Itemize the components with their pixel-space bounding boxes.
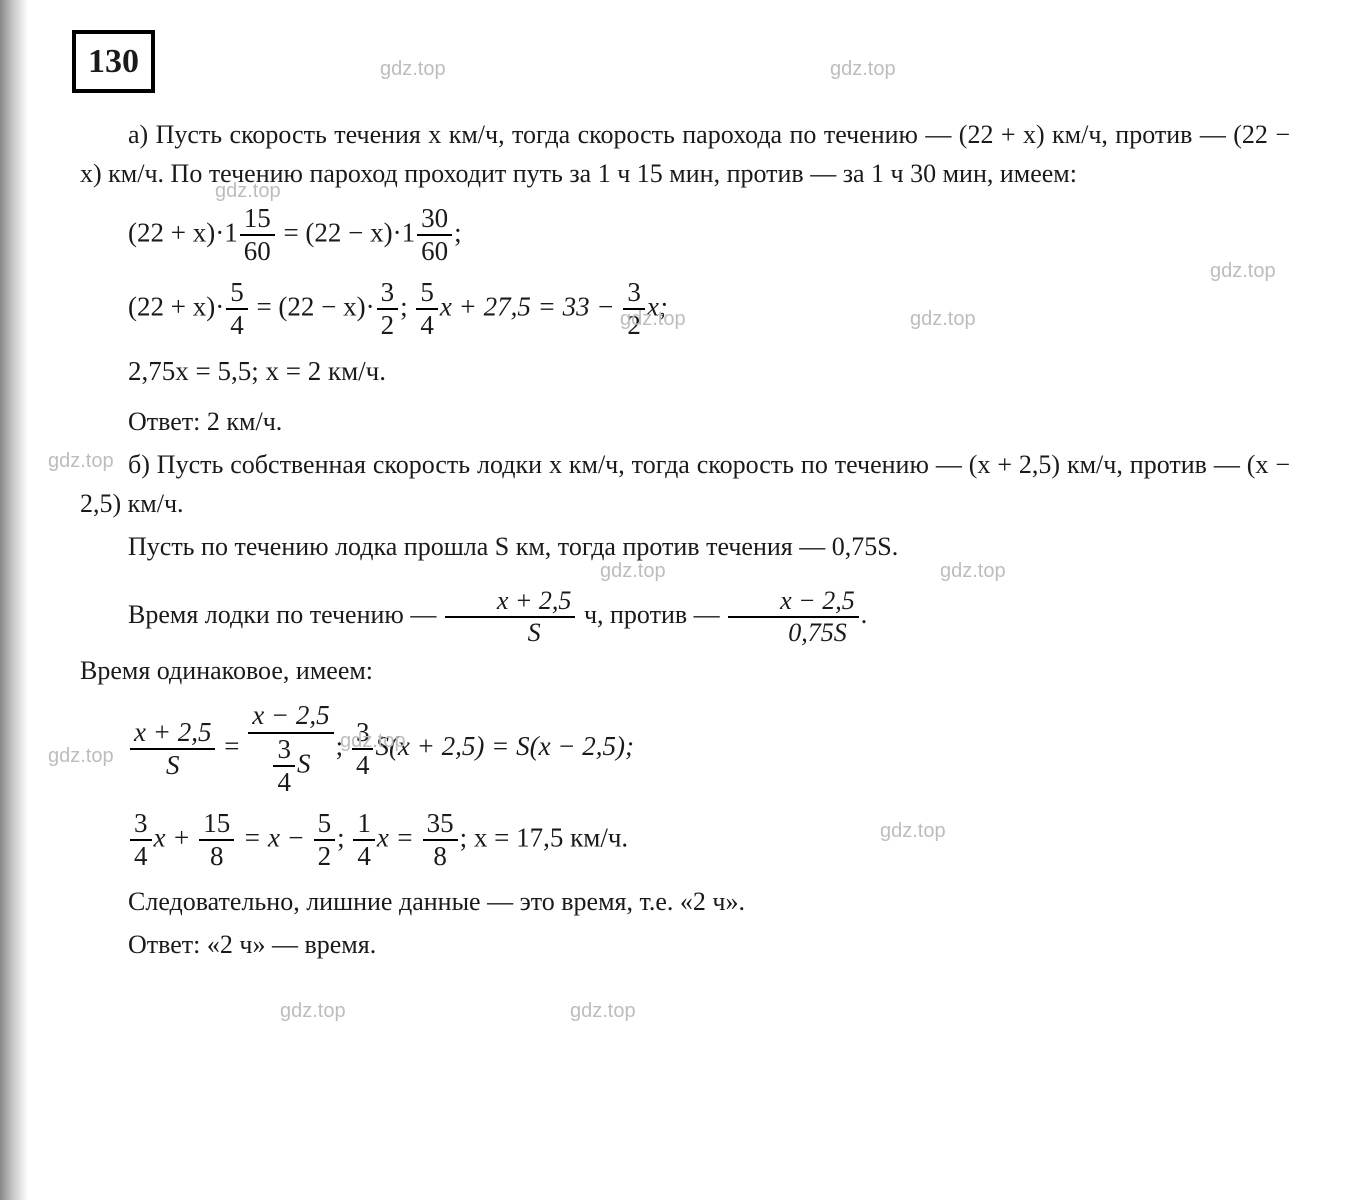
frac-den: 60 <box>240 236 275 267</box>
frac-den: 34S <box>248 734 333 798</box>
fraction: 34 <box>273 734 295 798</box>
eq-text: x + 27,5 = 33 − <box>440 291 621 321</box>
frac-num: 15 <box>240 203 275 236</box>
part-b-intro2: Пусть по течению лодка прошла S км, тогд… <box>80 527 1290 566</box>
frac-den: 4 <box>416 310 438 341</box>
fraction: 3060 <box>417 203 452 267</box>
part-b-eq2: 34x + 158 = x − 52; 14x = 358; x = 17,5 … <box>128 808 1290 872</box>
eq-text: ; <box>454 217 462 247</box>
part-a-eq1: (22 + x)·11560 = (22 − x)·13060; <box>128 203 1290 267</box>
part-b-answer: Ответ: «2 ч» — время. <box>80 925 1290 964</box>
frac-num: 35 <box>423 808 458 841</box>
eq-text: ; <box>337 822 351 852</box>
fraction: 1560 <box>240 203 275 267</box>
eq-text: (22 + x)·1 <box>128 217 238 247</box>
frac-num: 3 <box>377 277 399 310</box>
frac-den: 4 <box>273 767 295 798</box>
part-b-eq1: x + 2,5S = x − 2,534S; 34S(x + 2,5) = S(… <box>128 700 1290 797</box>
eq-text: S(x + 2,5) = S(x − 2,5); <box>375 731 634 761</box>
frac-den: 60 <box>417 236 452 267</box>
part-a-eq2: (22 + x)·54 = (22 − x)·32; 54x + 27,5 = … <box>128 277 1290 341</box>
part-b-sametime: Время одинаковое, имеем: <box>80 651 1290 690</box>
frac-den: 4 <box>130 841 152 872</box>
eq-text: ; x = 17,5 км/ч. <box>460 822 629 852</box>
frac-num: 1 <box>353 808 375 841</box>
frac-num: 3 <box>623 277 645 310</box>
eq-text: . <box>861 600 868 629</box>
fraction: 32 <box>623 277 645 341</box>
fraction: 34 <box>130 808 152 872</box>
frac-num: x − 2,5 <box>248 700 333 733</box>
frac-den: 8 <box>423 841 458 872</box>
frac-den: 2 <box>377 310 399 341</box>
frac-num: 3 <box>352 717 374 750</box>
problem-number-box: 130 <box>72 30 155 93</box>
fraction: 34 <box>352 717 374 781</box>
eq-text: x + <box>154 822 198 852</box>
page-content: 130 а) Пусть скорость течения x км/ч, то… <box>0 0 1360 998</box>
part-b-time: Время лодки по течению — x + 2,5S ч, про… <box>80 586 1290 648</box>
fraction: x + 2,5S <box>445 586 576 648</box>
part-a-intro: а) Пусть скорость течения x км/ч, тогда … <box>80 115 1290 193</box>
eq-text: x; <box>647 291 668 321</box>
frac-den: 4 <box>353 841 375 872</box>
fraction: 54 <box>226 277 248 341</box>
frac-num: 5 <box>226 277 248 310</box>
frac-den: 4 <box>352 750 374 781</box>
frac-num: x − 2,5 <box>728 586 859 618</box>
fraction: 32 <box>377 277 399 341</box>
frac-den: S <box>445 618 576 648</box>
eq-text: ч, против — <box>577 600 726 629</box>
page-shadow <box>0 0 28 1200</box>
frac-num: x + 2,5 <box>130 717 215 750</box>
eq-text: ; <box>400 291 414 321</box>
eq-text: x = <box>377 822 421 852</box>
fraction: 358 <box>423 808 458 872</box>
fraction: x − 2,50,75S <box>728 586 859 648</box>
eq-text: = <box>217 731 246 761</box>
frac-num: 15 <box>199 808 234 841</box>
eq-text: = (22 − x)· <box>250 291 375 321</box>
watermark-text: gdz.top <box>570 1000 636 1023</box>
fraction: 52 <box>314 808 336 872</box>
frac-den: 2 <box>314 841 336 872</box>
fraction-nested: x − 2,534S <box>248 700 333 797</box>
eq-text: Время лодки по течению — <box>128 600 443 629</box>
eq-text: = x − <box>236 822 311 852</box>
frac-den: S <box>130 750 215 781</box>
eq-text: (22 + x)· <box>128 291 224 321</box>
frac-num: 3 <box>273 734 295 767</box>
frac-den: 2 <box>623 310 645 341</box>
part-b-intro1: б) Пусть собственная скорость лодки x км… <box>80 445 1290 523</box>
frac-den: 4 <box>226 310 248 341</box>
eq-text: = (22 − x)·1 <box>283 217 415 247</box>
part-b-conclusion: Следовательно, лишние данные — это время… <box>80 882 1290 921</box>
frac-num: 3 <box>130 808 152 841</box>
frac-den: 8 <box>199 841 234 872</box>
fraction: 54 <box>416 277 438 341</box>
fraction: 14 <box>353 808 375 872</box>
eq-text: S <box>297 748 311 778</box>
watermark-text: gdz.top <box>280 1000 346 1023</box>
frac-num: x + 2,5 <box>445 586 576 618</box>
fraction: x + 2,5S <box>130 717 215 781</box>
frac-num: 30 <box>417 203 452 236</box>
part-a-eq3: 2,75x = 5,5; x = 2 км/ч. <box>128 351 1290 392</box>
part-a-answer: Ответ: 2 км/ч. <box>80 402 1290 441</box>
frac-den: 0,75S <box>728 618 859 648</box>
fraction: 158 <box>199 808 234 872</box>
frac-num: 5 <box>314 808 336 841</box>
eq-text: ; <box>336 731 350 761</box>
frac-num: 5 <box>416 277 438 310</box>
